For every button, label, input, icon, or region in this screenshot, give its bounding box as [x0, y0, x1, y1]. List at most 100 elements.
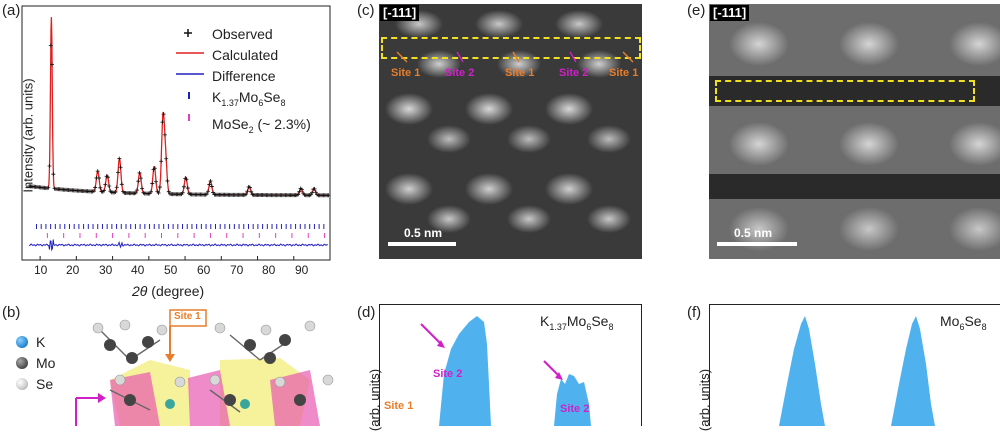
observed-series — [27, 43, 331, 198]
xrd-legend: Observed Calculated Difference K1.37Mo6S… — [212, 24, 311, 141]
site-row-box — [381, 37, 641, 59]
profile-peak — [891, 316, 935, 426]
bragg-ticks — [35, 224, 326, 238]
observed-point — [165, 178, 170, 183]
legend-mose2: MoSe2 (~ 2.3%) — [212, 115, 311, 135]
observed-point — [159, 159, 164, 164]
observed-point — [209, 184, 214, 189]
observed-point — [297, 189, 302, 194]
scale-text-c: 0.5 nm — [404, 226, 443, 240]
observed-point — [184, 177, 189, 182]
observed-point — [160, 120, 165, 125]
profile-chart-f — [779, 316, 935, 426]
site-label: Site 2 — [559, 67, 589, 79]
xtick-label: 10 — [34, 263, 48, 277]
atom-legend-se: Se — [16, 374, 55, 395]
legend-observed-mark — [184, 29, 192, 37]
stem-image-e — [709, 4, 1000, 259]
observed-point — [91, 189, 96, 194]
observed-point — [50, 62, 55, 67]
observed-point — [154, 179, 159, 184]
xrd-ylabel: Intensity (arb. units) — [20, 78, 36, 193]
observed-point — [46, 185, 51, 190]
atom-legend: K Mo Se — [16, 332, 55, 395]
profile-ylabel-d: (arb. units) — [367, 368, 382, 432]
site2-label-d1: Site 2 — [433, 368, 463, 380]
se-atom-icon — [16, 378, 28, 390]
zone-axis-tag-e: [-111] — [710, 5, 750, 21]
observed-point — [116, 170, 121, 175]
observed-point — [118, 165, 123, 170]
xrd-xlabel: 2θ (degree) — [132, 283, 204, 299]
observed-point — [166, 189, 171, 194]
profile-chart-d — [420, 316, 591, 426]
observed-point — [98, 185, 103, 190]
observed-point — [249, 189, 254, 194]
observed-point — [148, 189, 153, 194]
site-row-box-e — [715, 80, 975, 102]
observed-point — [48, 43, 53, 48]
observed-point — [114, 185, 119, 190]
observed-point — [135, 188, 140, 193]
observed-point — [113, 189, 118, 194]
xrd-axes — [21, 5, 331, 261]
observed-point — [47, 164, 52, 169]
site2-label-d2: Site 2 — [560, 403, 590, 415]
profile-title-d: K1.37Mo6Se8 — [540, 313, 614, 332]
k-atom-icon — [16, 336, 28, 348]
panel-label-e: (e) — [687, 2, 706, 19]
observed-point — [207, 182, 212, 187]
plot-frame — [21, 5, 331, 261]
atom-legend-mo: Mo — [16, 353, 55, 374]
observed-point — [180, 190, 185, 195]
observed-point — [138, 176, 143, 181]
difference-line — [29, 239, 328, 252]
observed-point — [296, 192, 301, 197]
arrow-icon — [420, 323, 442, 345]
profile-title-f: Mo6Se8 — [940, 313, 987, 332]
difference-series — [29, 239, 328, 252]
observed-point — [97, 176, 101, 181]
observed-point — [133, 190, 138, 195]
observed-point — [51, 172, 56, 177]
observed-point — [312, 186, 317, 191]
atom-legend-k: K — [16, 332, 55, 353]
profile-peak — [554, 374, 591, 426]
observed-point — [156, 190, 161, 195]
site-label: Site 1 — [505, 67, 535, 79]
observed-point — [185, 186, 190, 191]
scale-bar-c — [388, 242, 456, 246]
observed-point — [247, 185, 252, 190]
observed-point — [206, 189, 211, 194]
observed-point — [157, 185, 162, 190]
scale-text-e: 0.5 nm — [734, 226, 773, 240]
panel-label-b: (b) — [2, 304, 21, 321]
legend-marks — [176, 29, 204, 121]
legend-observed: Observed — [212, 26, 273, 42]
observed-point — [326, 193, 331, 198]
panel-label-f: (f) — [687, 304, 702, 321]
observed-point — [245, 189, 250, 194]
observed-point — [204, 192, 209, 197]
observed-point — [119, 182, 124, 187]
observed-point — [164, 156, 169, 161]
profile-ylabel-f: (arb. units) — [697, 368, 712, 432]
xrd-xlabel-theta: 2θ — [132, 283, 148, 299]
xtick-label: 80 — [262, 263, 276, 277]
zone-axis-tag-c: [-111] — [380, 5, 420, 21]
arrow-icon — [543, 360, 560, 377]
observed-point — [150, 181, 155, 186]
xrd-ticks — [39, 256, 331, 260]
observed-point — [162, 132, 167, 137]
legend-calculated: Calculated — [212, 47, 279, 63]
observed-point — [93, 185, 98, 190]
panel-label-d: (d) — [357, 304, 376, 321]
site-label: Site 1 — [609, 67, 639, 79]
observed-point — [313, 190, 318, 195]
site1-label-d: Site 1 — [384, 400, 414, 412]
site-label: Site 1 — [391, 67, 421, 79]
observed-point — [103, 182, 108, 187]
mo-atom-icon — [16, 357, 28, 369]
site-label: Site 2 — [445, 67, 475, 79]
observed-point — [299, 187, 304, 192]
